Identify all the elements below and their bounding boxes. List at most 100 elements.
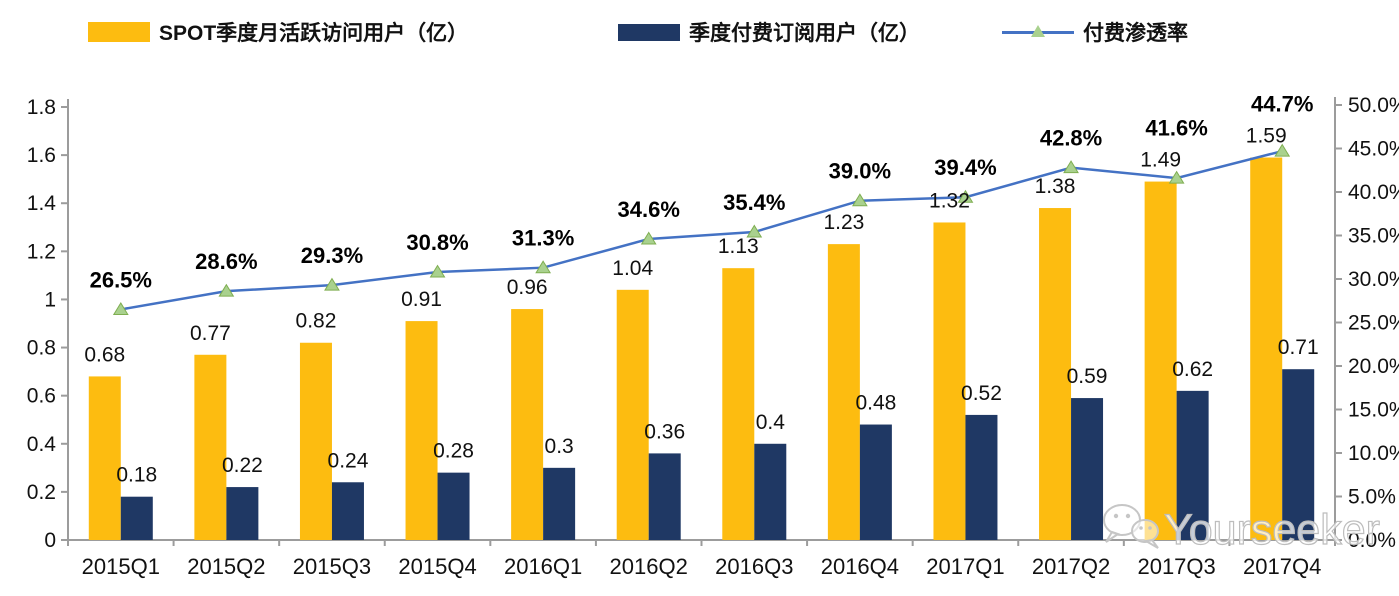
subscriber-bar [754, 443, 787, 540]
penetration-label: 26.5% [90, 267, 152, 292]
subscriber-bar-label: 0.3 [545, 435, 574, 458]
right-axis-tick-label: 35.0% [1348, 225, 1399, 248]
x-axis-label: 2015Q1 [82, 554, 160, 579]
right-axis-tick-label: 20.0% [1348, 355, 1399, 378]
mau-bar-label: 0.77 [190, 322, 231, 345]
right-axis-tick-label: 30.0% [1348, 268, 1399, 291]
mau-bar-label: 1.13 [718, 235, 759, 258]
left-axis-tick-label: 1.4 [27, 192, 57, 215]
penetration-label: 39.0% [829, 159, 891, 184]
penetration-marker [112, 301, 129, 315]
legend-label-subscribers: 季度付费订阅用户（亿） [689, 22, 920, 45]
mau-bar [194, 354, 227, 540]
mau-bar [827, 244, 860, 540]
penetration-label: 44.7% [1251, 92, 1313, 117]
mau-bar [88, 376, 121, 540]
x-axis-label: 2015Q3 [293, 554, 371, 579]
mau-bar-label: 1.59 [1246, 125, 1287, 148]
mau-bar-label: 1.38 [1035, 175, 1076, 198]
penetration-marker [640, 231, 657, 245]
subscriber-bar-label: 0.36 [644, 420, 685, 443]
left-axis-tick-label: 1.2 [27, 240, 56, 263]
subscriber-bar [437, 472, 470, 540]
subscriber-bar-label: 0.4 [756, 411, 786, 434]
subscriber-bar [1176, 390, 1209, 540]
penetration-marker [324, 277, 340, 291]
subscriber-bar [120, 496, 153, 540]
legend-label-penetration: 付费渗透率 [1083, 22, 1188, 45]
mau-bar [1144, 181, 1177, 541]
right-axis-tick-label: 10.0% [1348, 442, 1399, 465]
subscriber-bar [965, 414, 998, 540]
mau-bar-label: 1.04 [612, 257, 653, 280]
mau-bar [405, 321, 438, 540]
mau-bar [933, 222, 966, 540]
right-axis-tick-label: 50.0% [1348, 94, 1399, 117]
penetration-marker [1168, 170, 1185, 184]
mau-series-swatch [88, 22, 150, 42]
mau-bar [1250, 157, 1283, 540]
subscriber-bar [1282, 369, 1315, 540]
mau-bar-label: 1.23 [823, 211, 864, 234]
subscriber-bar-label: 0.59 [1067, 365, 1108, 388]
penetration-label: 29.3% [301, 243, 363, 268]
watermark-text: Yourseeker [1164, 506, 1380, 554]
subscriber-bar-label: 0.52 [961, 382, 1002, 405]
subscriber-bar-label: 0.28 [433, 440, 474, 463]
subscriber-bar-label: 0.62 [1172, 358, 1213, 381]
penetration-marker [851, 193, 868, 207]
x-axis-label: 2017Q2 [1032, 554, 1110, 579]
penetration-label: 42.8% [1040, 126, 1102, 151]
right-axis-tick-label: 15.0% [1348, 399, 1399, 422]
penetration-marker [218, 283, 235, 297]
left-axis-tick-label: 0.2 [27, 481, 56, 504]
mau-bar [1039, 208, 1072, 541]
mau-bar-label: 0.96 [507, 276, 548, 299]
x-axis-label: 2017Q4 [1243, 554, 1321, 579]
subscriber-bar-label: 0.71 [1278, 336, 1319, 359]
subscriber-bar-label: 0.22 [222, 454, 263, 477]
penetration-line [120, 149, 1283, 311]
subscribers-series-swatch [618, 23, 680, 41]
right-axis-tick-label: 45.0% [1348, 138, 1399, 161]
x-axis-label: 2017Q1 [926, 554, 1004, 579]
mau-bar [511, 309, 544, 540]
x-axis-label: 2017Q3 [1137, 554, 1215, 579]
legend-item-mau: SPOT季度月活跃访问用户（亿） [88, 14, 468, 50]
x-axis-label: 2016Q4 [821, 554, 899, 579]
right-axis-tick-label: 0.0% [1348, 529, 1396, 552]
left-axis-tick-label: 1.8 [27, 96, 56, 119]
x-axis-label: 2016Q1 [504, 554, 582, 579]
x-axis-label: 2016Q2 [610, 554, 688, 579]
subscriber-bar [331, 482, 364, 540]
legend-label-mau: SPOT季度月活跃访问用户（亿） [159, 22, 469, 45]
penetration-marker [535, 260, 552, 274]
mau-bar [722, 268, 755, 540]
subscriber-bar-label: 0.24 [328, 449, 369, 472]
subscriber-bar [1071, 398, 1104, 540]
penetration-marker [429, 264, 446, 278]
watermark: Yourseeker [1103, 504, 1381, 555]
penetration-marker [1063, 160, 1079, 174]
penetration-label: 34.6% [618, 197, 680, 222]
mau-bar-label: 0.82 [296, 310, 337, 333]
left-axis-tick-label: 0.6 [27, 385, 56, 408]
left-axis-tick-label: 0.4 [27, 433, 57, 456]
penetration-marker [1274, 143, 1291, 157]
mau-bar-label: 0.68 [84, 343, 125, 366]
x-axis-label: 2016Q3 [715, 554, 793, 579]
subscriber-bar [226, 487, 259, 540]
subscriber-bar [648, 453, 681, 540]
mau-bar-label: 0.91 [401, 288, 442, 311]
left-axis-tick-label: 1 [44, 288, 56, 311]
subscriber-bar [543, 467, 576, 540]
mau-bar [616, 289, 649, 540]
x-axis-label: 2015Q4 [398, 554, 476, 579]
left-axis-tick-label: 0.8 [27, 337, 56, 360]
penetration-label: 41.6% [1145, 116, 1207, 141]
penetration-marker [746, 224, 763, 238]
subscriber-bar [859, 424, 892, 540]
legend-item-penetration: 付费渗透率 [1002, 14, 1188, 50]
